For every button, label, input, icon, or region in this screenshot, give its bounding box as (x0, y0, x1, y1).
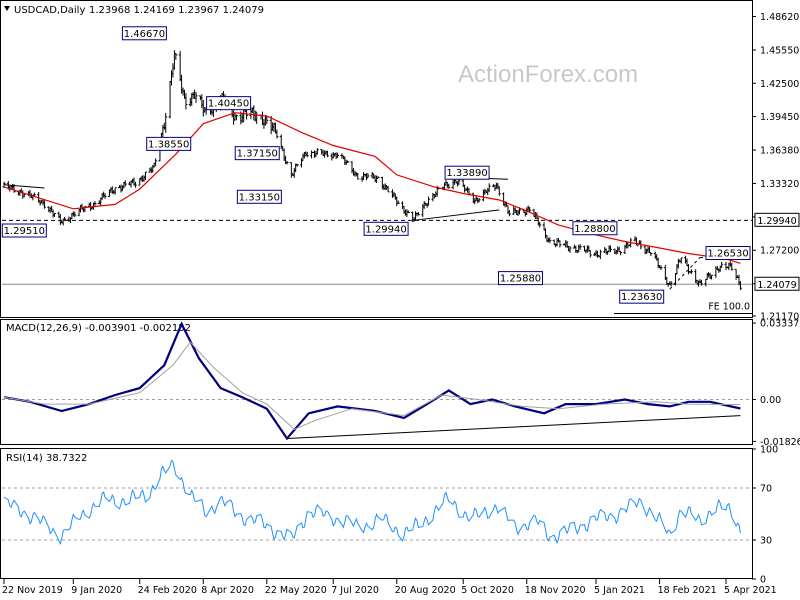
ohlc-values: 1.23968 1.24169 1.23967 1.24079 (89, 5, 264, 16)
support-trendline (414, 209, 500, 221)
level-box (236, 189, 282, 204)
early-top-line (3, 184, 45, 189)
level-box (363, 221, 409, 236)
rsi-panel-frame (0, 448, 753, 579)
chart-layer: 1.48620 1.45550 1.42500 1.39450 1.36380 1.333… (1, 12, 800, 596)
level-box (497, 271, 543, 286)
date-tick-label: 5 Oct 2020 (461, 585, 514, 596)
price-ytick-label: 1.21170 (760, 312, 799, 323)
level-box (1, 223, 47, 238)
header-triangle-icon (4, 6, 10, 11)
level-box (619, 289, 665, 304)
rsi-plot (2, 459, 752, 545)
price-panel-frame (0, 0, 753, 318)
level-box (234, 146, 280, 161)
price-ytick-label: 1.36380 (760, 146, 799, 157)
rsi-ytick-label: 30 (760, 536, 772, 547)
moving-average-line (3, 112, 741, 264)
date-tick-label: 20 Aug 2020 (395, 585, 456, 596)
date-tick-label: 22 May 2020 (265, 585, 327, 596)
rsi-line (3, 459, 741, 545)
date-tick-label: 24 Feb 2020 (138, 585, 197, 596)
macd-signal-line (3, 341, 741, 430)
price-ytick-label: 1.27200 (760, 246, 799, 257)
price-ytick-label: 1.42500 (760, 79, 799, 90)
level-box-label: 1.26530 (707, 249, 748, 260)
rsi-ytick-label: 100 (760, 445, 778, 456)
macd-ytick-label: 0.03337 (760, 319, 799, 330)
price-tag (754, 276, 800, 291)
date-tick-label: 22 Nov 2019 (2, 585, 63, 596)
rsi-ytick-label: 70 (760, 484, 772, 495)
macd-title: MACD(12,26,9) -0.003901 -0.002152 (6, 323, 191, 334)
level-box-label: 1.40450 (208, 99, 249, 110)
rsi-ytick-label: 0 (760, 575, 766, 586)
date-tick-label: 5 Apr 2021 (724, 585, 777, 596)
date-tick-label: 18 Nov 2020 (525, 585, 586, 596)
macd-ytick-label: 0.00 (760, 395, 781, 406)
price-tag-label: 1.24079 (757, 280, 796, 291)
level-box (206, 96, 252, 111)
level-box-label: 1.33150 (239, 192, 280, 203)
date-tick-label: 7 Jul 2020 (331, 585, 379, 596)
macd-ytick-label: -0.018262 (760, 437, 800, 448)
watermark: ActionForex.com (458, 61, 638, 88)
price-ytick-label: 1.33320 (760, 179, 799, 190)
level-box-label: 1.28800 (574, 224, 615, 235)
level-box (146, 136, 192, 151)
date-tick-label: 18 Feb 2021 (658, 585, 717, 596)
price-ytick-label: 1.48620 (760, 12, 799, 23)
level-box-label: 1.33890 (446, 168, 487, 179)
macd-line (3, 321, 741, 441)
fe-label: FE 100.0 (708, 301, 750, 312)
price-plot (2, 50, 752, 314)
symbol-label: USDCAD,Daily (14, 5, 85, 16)
price-tag-label: 1.29940 (757, 216, 796, 227)
level-box-label: 1.38550 (148, 139, 189, 150)
macd-plot (2, 321, 752, 441)
level-box-label: 1.23630 (621, 292, 662, 303)
rsi-title: RSI(14) 38.7322 (6, 453, 87, 464)
price-ytick-label: 1.45550 (760, 46, 799, 57)
level-box (121, 26, 167, 41)
level-box-label: 1.37150 (237, 149, 278, 160)
price-tag (754, 212, 800, 227)
macd-trendline (286, 415, 741, 439)
price-ytick-label: 1.39450 (760, 112, 799, 123)
level-box (705, 246, 751, 261)
level-box-label: 1.25880 (500, 274, 541, 285)
price-header: USDCAD,Daily 1.23968 1.24169 1.23967 1.2… (4, 5, 264, 16)
level-box-label: 1.29940 (365, 224, 406, 235)
level-box-label: 1.46670 (124, 29, 165, 40)
date-tick-label: 5 Jan 2021 (594, 585, 645, 596)
level-box (572, 221, 618, 236)
triangle-line (669, 257, 701, 290)
macd-panel-frame (0, 319, 753, 445)
level-box-label: 1.29510 (4, 226, 45, 237)
date-tick-label: 8 Apr 2020 (201, 585, 254, 596)
date-tick-label: 9 Jan 2020 (71, 585, 122, 596)
level-box (444, 165, 490, 180)
